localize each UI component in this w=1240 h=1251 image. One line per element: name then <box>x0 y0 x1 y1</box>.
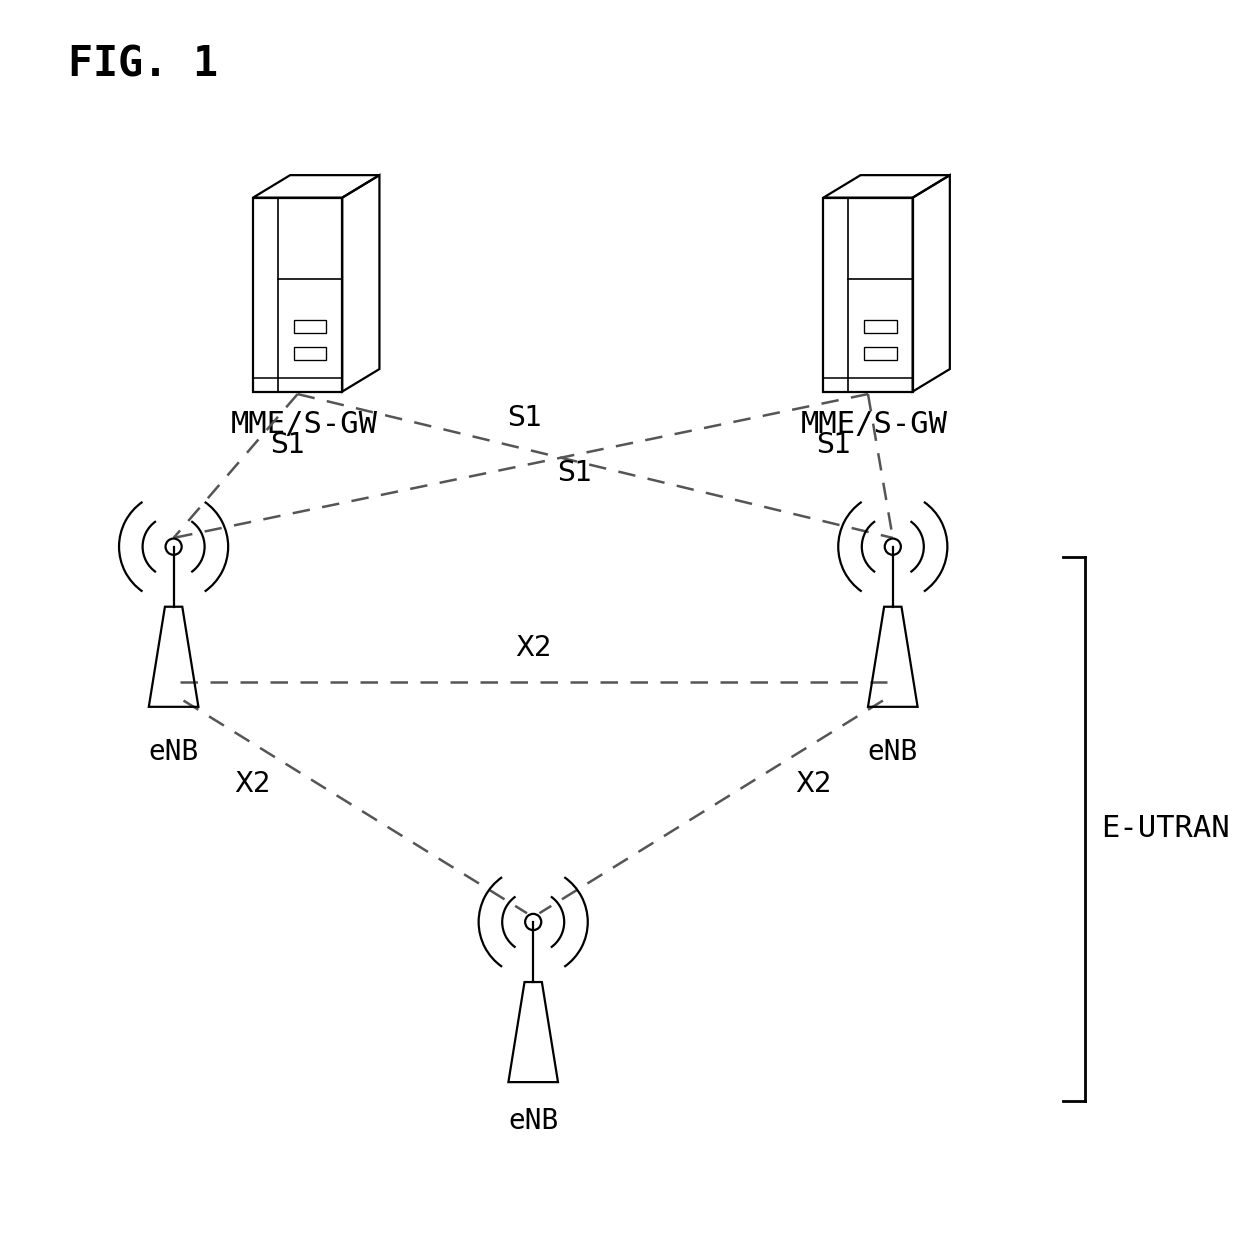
Text: X2: X2 <box>515 634 552 662</box>
Text: eNB: eNB <box>508 1107 558 1135</box>
Text: MME/S-GW: MME/S-GW <box>801 410 947 439</box>
Text: S1: S1 <box>270 432 305 459</box>
Text: X2: X2 <box>796 769 832 798</box>
Text: eNB: eNB <box>149 738 198 766</box>
Text: S1: S1 <box>557 459 593 487</box>
Text: X2: X2 <box>234 769 270 798</box>
Text: MME/S-GW: MME/S-GW <box>231 410 377 439</box>
Text: S1: S1 <box>816 432 851 459</box>
Text: E-UTRAN: E-UTRAN <box>1101 814 1230 843</box>
Text: FIG. 1: FIG. 1 <box>68 44 218 86</box>
Text: S1: S1 <box>507 404 542 433</box>
Text: eNB: eNB <box>868 738 918 766</box>
